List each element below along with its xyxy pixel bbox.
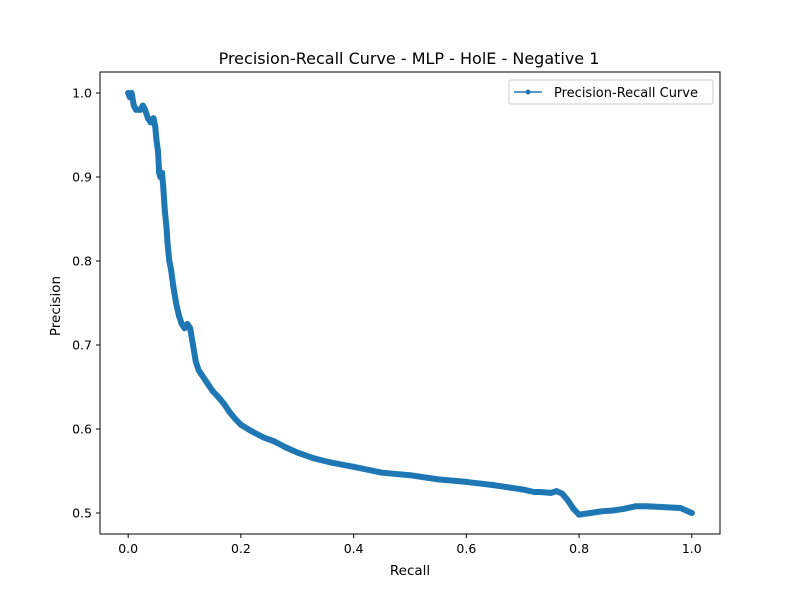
data-point [688, 510, 695, 516]
data-point [195, 367, 202, 374]
y-tick-label: 0.6 [72, 422, 92, 437]
x-tick-label: 0.4 [344, 541, 364, 556]
legend-marker-swatch [525, 89, 531, 95]
data-point [463, 478, 470, 485]
data-point [166, 258, 173, 264]
x-tick-label: 0.8 [569, 541, 589, 556]
data-point [184, 321, 191, 327]
data-point [226, 409, 233, 416]
data-point [643, 503, 650, 510]
y-tick-label: 0.8 [72, 254, 92, 269]
data-point [147, 119, 154, 126]
data-point [204, 379, 211, 386]
plot-area [125, 90, 695, 518]
data-point [311, 455, 318, 462]
data-point [155, 148, 162, 155]
data-point [170, 283, 177, 290]
legend-entry-label: Precision-Recall Curve [554, 86, 698, 101]
data-point [260, 434, 267, 441]
data-point [221, 400, 227, 407]
data-point [350, 463, 357, 470]
data-point [150, 115, 157, 122]
data-point [249, 428, 256, 435]
data-point [153, 136, 160, 143]
x-axis-label: Recall [390, 563, 430, 579]
data-point [508, 484, 515, 491]
x-tick-label: 0.0 [118, 541, 138, 556]
data-point [175, 312, 182, 319]
data-point [660, 504, 667, 511]
data-point [192, 358, 199, 365]
plot-frame [99, 71, 721, 535]
data-point [160, 182, 167, 189]
data-point [168, 266, 175, 273]
data-point [294, 449, 301, 456]
data-point [553, 488, 560, 495]
data-point [181, 325, 188, 332]
data-point [328, 459, 335, 466]
data-point [435, 476, 442, 483]
data-point [164, 241, 171, 248]
y-tick-label: 0.9 [72, 170, 92, 185]
x-tick-label: 0.2 [231, 541, 251, 556]
data-point [502, 483, 509, 490]
data-point [187, 325, 194, 332]
data-point [677, 504, 684, 511]
legend-box [508, 79, 714, 105]
x-tick-label: 1.0 [682, 541, 702, 556]
data-point [283, 444, 289, 451]
y-tick-label: 0.7 [72, 338, 92, 353]
data-point [559, 490, 566, 497]
series-line-thick [125, 90, 695, 518]
data-point [198, 371, 205, 378]
data-point [215, 394, 222, 401]
data-point [547, 489, 554, 496]
data-point [161, 207, 168, 214]
data-point [144, 115, 151, 122]
series-line [127, 90, 693, 516]
y-tick-label: 1.0 [72, 86, 92, 101]
chart-title: Precision-Recall Curve - MLP - HolE - Ne… [219, 49, 600, 68]
data-point [576, 511, 583, 518]
data-point [159, 169, 165, 176]
data-point [271, 438, 278, 445]
data-point [531, 489, 537, 495]
legend: Precision-Recall Curve [508, 79, 714, 105]
data-point [587, 510, 594, 516]
data-point [237, 421, 244, 428]
data-point [407, 472, 413, 479]
data-point [491, 482, 498, 489]
data-point [178, 321, 185, 327]
data-point [570, 505, 577, 512]
y-axis: 0.5 0.6 0.7 0.8 0.9 1.0 [72, 86, 100, 521]
x-tick-label: 0.6 [456, 541, 476, 556]
data-point [598, 508, 605, 515]
data-point [190, 342, 196, 348]
data-point [232, 415, 239, 422]
y-axis-label: Precision [48, 276, 64, 336]
data-point [536, 489, 543, 495]
data-point [632, 503, 639, 510]
data-point [621, 505, 628, 512]
data-point [378, 469, 385, 476]
data-point [173, 300, 180, 306]
y-tick-label: 0.5 [72, 506, 92, 521]
data-point [142, 106, 149, 113]
data-point [519, 486, 526, 493]
data-point [152, 123, 159, 130]
data-point [128, 90, 135, 96]
data-point [564, 497, 571, 504]
x-axis: 0.0 0.2 0.4 0.6 0.8 1.0 [118, 534, 702, 556]
data-point [163, 224, 170, 231]
data-point [209, 388, 216, 395]
data-point [609, 507, 616, 514]
